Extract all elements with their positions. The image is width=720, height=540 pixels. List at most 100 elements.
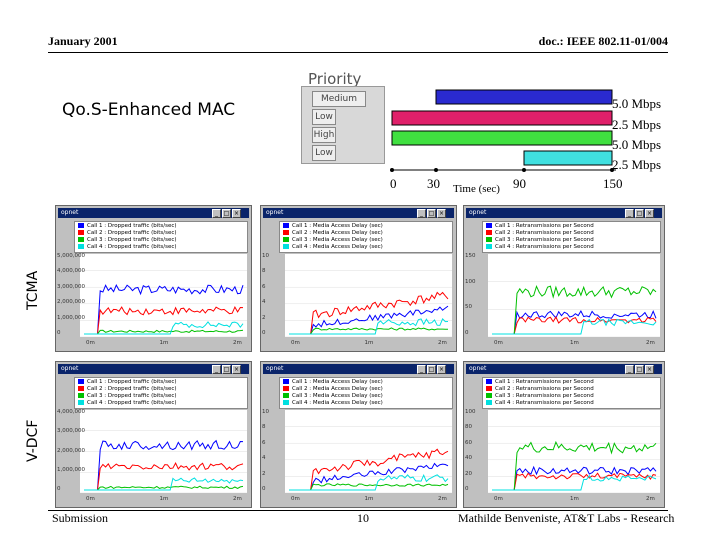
legend-entry: Call 1 : Retransmissions per Second	[486, 223, 594, 229]
x-tick-label: 0m	[86, 340, 95, 346]
panel-plot-area	[488, 254, 660, 337]
maximize-button[interactable]: □	[635, 365, 644, 374]
x-tick-label: 2m	[646, 496, 655, 502]
close-button[interactable]: ×	[232, 209, 241, 218]
y-tick-label: 60	[465, 439, 472, 446]
legend-swatch	[283, 386, 289, 391]
priority-badge-medium: Medium	[312, 91, 366, 107]
panel-plot-area	[488, 410, 660, 493]
time-axis-dot	[522, 168, 526, 172]
priority-bar-3	[391, 130, 613, 146]
y-tick-label: 10	[262, 253, 269, 259]
y-tick-label: 5,000,000	[57, 253, 85, 259]
panel-titlebar: opnet _ □ ×	[466, 208, 662, 218]
row-label-tcma: TCMA	[25, 270, 41, 310]
sim-panel-1: opnet _ □ × Call 1 : Dropped traffic (bits/s…	[55, 205, 252, 352]
series-line-call-1	[492, 309, 657, 335]
series-line-call-4	[289, 318, 449, 335]
series-line-call-1	[289, 462, 449, 491]
close-button[interactable]: ×	[232, 365, 241, 374]
legend-swatch	[283, 379, 289, 384]
legend-entry: Call 2 : Media Access Delay (sec)	[283, 230, 383, 236]
y-tick-label: 150	[465, 253, 476, 259]
legend-label: Call 2 : Media Access Delay (sec)	[292, 230, 383, 236]
maximize-button[interactable]: □	[427, 209, 436, 218]
panel-legend: Call 1 : Retransmissions per Second Call …	[482, 377, 661, 409]
time-tick-90: 90	[513, 176, 526, 191]
minimize-button[interactable]: _	[212, 209, 221, 218]
series-line-call-4	[84, 477, 244, 491]
legend-entry: Call 4 : Media Access Delay (sec)	[283, 400, 383, 406]
rate-label-2: 2.5 Mbps	[612, 117, 662, 132]
legend-label: Call 4 : Dropped traffic (bits/sec)	[87, 244, 177, 250]
minimize-button[interactable]: _	[417, 209, 426, 218]
panel-titlebar: opnet _ □ ×	[58, 208, 249, 218]
priority-timeline-svg	[390, 89, 616, 172]
minimize-button[interactable]: _	[212, 365, 221, 374]
legend-entry: Call 3 : Retransmissions per Second	[486, 237, 594, 243]
minimize-button[interactable]: _	[625, 209, 634, 218]
y-tick-label: 0	[262, 330, 266, 336]
minimize-button[interactable]: _	[625, 365, 634, 374]
maximize-button[interactable]: □	[222, 365, 231, 374]
priority-badge-low-1: Low	[312, 109, 336, 125]
legend-swatch	[283, 230, 289, 235]
legend-entry: Call 4 : Dropped traffic (bits/sec)	[78, 244, 177, 250]
y-tick-label: 0	[465, 486, 469, 492]
series-line-call-2	[84, 461, 244, 491]
series-line-call-3	[289, 327, 449, 335]
panel-title: opnet	[266, 209, 284, 216]
y-tick-label: 0	[262, 486, 266, 492]
y-tick-label: 8	[262, 268, 266, 275]
legend-swatch	[78, 230, 84, 235]
legend-label: Call 4 : Dropped traffic (bits/sec)	[87, 400, 177, 406]
panel-plot-area	[285, 410, 452, 493]
close-button[interactable]: ×	[437, 209, 446, 218]
panel-plot-area	[80, 254, 247, 337]
legend-entry: Call 4 : Dropped traffic (bits/sec)	[78, 400, 177, 406]
x-tick-label: 1m	[570, 340, 579, 346]
legend-swatch	[486, 237, 492, 242]
series-line-call-2	[289, 291, 449, 335]
legend-label: Call 3 : Dropped traffic (bits/sec)	[87, 237, 177, 243]
legend-swatch	[283, 244, 289, 249]
panel-legend: Call 1 : Dropped traffic (bits/sec) Call …	[74, 221, 248, 253]
y-tick-label: 20	[465, 470, 472, 477]
legend-entry: Call 2 : Retransmissions per Second	[486, 230, 594, 236]
maximize-button[interactable]: □	[222, 209, 231, 218]
close-button[interactable]: ×	[437, 365, 446, 374]
panel-titlebar: opnet _ □ ×	[466, 364, 662, 374]
panel-legend: Call 1 : Media Access Delay (sec) Call 2 …	[279, 221, 453, 253]
priority-label: Priority	[308, 70, 362, 88]
legend-swatch	[486, 244, 492, 249]
close-button[interactable]: ×	[645, 209, 654, 218]
panel-chart	[80, 270, 247, 337]
y-tick-label: 2	[262, 314, 266, 321]
legend-swatch	[78, 223, 84, 228]
legend-entry: Call 3 : Retransmissions per Second	[486, 393, 594, 399]
y-tick-label: 6	[262, 439, 266, 446]
panel-legend: Call 1 : Media Access Delay (sec) Call 2 …	[279, 377, 453, 409]
maximize-button[interactable]: □	[427, 365, 436, 374]
series-line-call-1	[84, 283, 244, 335]
series-line-call-4	[492, 318, 657, 335]
panel-titlebar: opnet _ □ ×	[263, 208, 454, 218]
legend-swatch	[486, 386, 492, 391]
y-tick-label: 0	[57, 330, 61, 336]
time-tick-30: 30	[427, 176, 440, 191]
x-tick-label: 2m	[646, 340, 655, 346]
series-line-call-1	[84, 439, 244, 491]
header-doc-id: doc.: IEEE 802.11-01/004	[538, 34, 668, 48]
y-tick-label: 4	[262, 455, 266, 462]
maximize-button[interactable]: □	[635, 209, 644, 218]
panel-title: opnet	[61, 365, 79, 372]
y-tick-label: 0	[57, 486, 61, 492]
minimize-button[interactable]: _	[417, 365, 426, 374]
close-button[interactable]: ×	[645, 365, 654, 374]
rate-label-3: 5.0 Mbps	[612, 137, 662, 152]
y-tick-label: 100	[465, 409, 476, 415]
rate-label-1: 5.0 Mbps	[612, 96, 662, 111]
sim-panel-3: opnet _ □ × Call 1 : Retransmissions per Sec…	[463, 205, 665, 352]
footer-author: Mathilde Benveniste, AT&T Labs - Researc…	[458, 511, 675, 525]
series-line-call-1	[492, 465, 657, 491]
